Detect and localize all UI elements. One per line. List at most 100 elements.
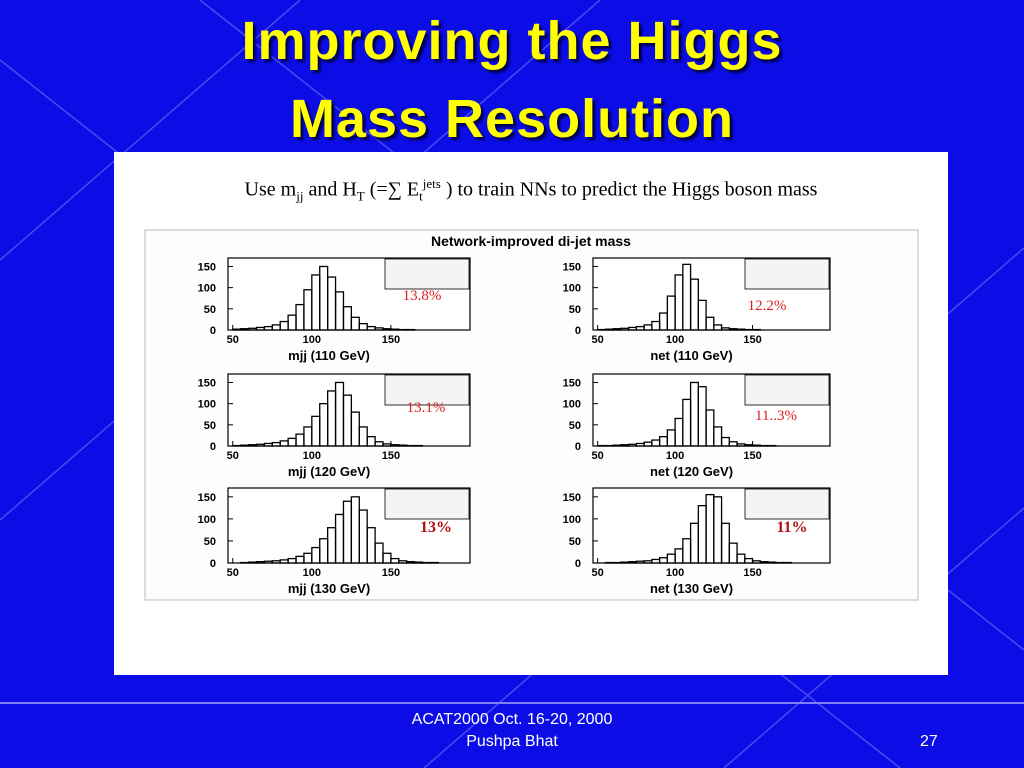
- y-tick-label: 150: [198, 261, 216, 273]
- y-tick-label: 100: [198, 514, 216, 526]
- y-tick-label: 0: [210, 325, 216, 337]
- text: T: [356, 188, 365, 204]
- y-tick-label: 50: [204, 304, 216, 316]
- histogram-bar: [240, 444, 250, 447]
- x-tick-label: 50: [227, 567, 239, 579]
- y-tick-label: 100: [198, 283, 216, 295]
- y-tick-label: 150: [563, 261, 581, 273]
- x-tick-label: 150: [382, 334, 400, 346]
- histogram-bar: [705, 316, 715, 331]
- y-tick-label: 50: [204, 420, 216, 432]
- annotation: 13%: [420, 519, 452, 536]
- histogram-bar: [713, 426, 723, 447]
- y-tick-label: 0: [575, 325, 581, 337]
- x-tick-label: 50: [592, 334, 604, 346]
- x-tick-label: 150: [382, 567, 400, 579]
- histogram-bar: [728, 328, 738, 331]
- histogram-bar: [612, 328, 622, 331]
- page-number: 27: [920, 733, 938, 750]
- x-tick-label: 150: [382, 450, 400, 462]
- stats-box: [744, 488, 830, 520]
- x-tick-label: 50: [592, 450, 604, 462]
- annotation: 13.8%: [403, 288, 442, 304]
- histogram-bar: [744, 444, 754, 447]
- x-tick-label: 50: [227, 334, 239, 346]
- y-tick-label: 50: [569, 420, 581, 432]
- stats-box: [384, 374, 470, 406]
- annotation: 12.2%: [748, 298, 787, 314]
- x-tick-label: 100: [303, 334, 321, 346]
- y-tick-label: 100: [563, 283, 581, 295]
- histogram-bar: [398, 444, 408, 447]
- x-axis-label: net (110 GeV): [650, 348, 732, 363]
- x-tick-label: 50: [227, 450, 239, 462]
- y-tick-label: 100: [198, 399, 216, 411]
- footer-event: ACAT2000 Oct. 16-20, 2000: [411, 711, 613, 728]
- x-tick-label: 100: [666, 450, 684, 462]
- subtitle: Use mjj and HT (=∑ Etjets ) to train NNs…: [114, 176, 948, 205]
- x-tick-label: 150: [743, 567, 761, 579]
- annotation: 13.1%: [407, 400, 446, 416]
- stats-box: [384, 488, 470, 520]
- y-tick-label: 150: [563, 492, 581, 504]
- histogram-bar: [728, 542, 738, 564]
- x-tick-label: 100: [303, 567, 321, 579]
- text: and H: [303, 178, 357, 201]
- y-tick-label: 50: [204, 536, 216, 548]
- histogram-bar: [240, 328, 250, 331]
- y-tick-label: 150: [198, 492, 216, 504]
- text: ) to train NNs to predict the Higgs boso…: [440, 178, 818, 201]
- histogram-bar: [697, 299, 707, 331]
- stats-box: [744, 258, 830, 290]
- histogram-bar: [767, 561, 777, 564]
- y-tick-label: 50: [569, 536, 581, 548]
- y-tick-label: 0: [575, 558, 581, 570]
- y-tick-label: 100: [563, 514, 581, 526]
- text: jets: [422, 176, 441, 191]
- x-tick-label: 100: [666, 334, 684, 346]
- annotation: 11%: [776, 519, 807, 536]
- y-tick-label: 0: [210, 558, 216, 570]
- histogram-bar: [232, 328, 242, 331]
- x-tick-label: 150: [743, 334, 761, 346]
- histogram-bar: [612, 444, 622, 447]
- annotation: 11..3%: [755, 408, 797, 424]
- text: Use m: [244, 178, 297, 201]
- x-axis-label: net (120 GeV): [650, 464, 733, 479]
- x-axis-label: mjj (130 GeV): [288, 581, 370, 596]
- plot-frame: [227, 257, 471, 331]
- x-tick-label: 150: [743, 450, 761, 462]
- text: jj: [296, 188, 304, 204]
- slide-title: Mass Resolution: [289, 89, 735, 149]
- x-tick-label: 100: [666, 567, 684, 579]
- histogram-bar: [736, 328, 746, 331]
- x-axis-label: mjj (120 GeV): [288, 464, 370, 479]
- y-tick-label: 0: [575, 441, 581, 453]
- histogram-bar: [413, 561, 424, 564]
- x-axis-label: mjj (110 GeV): [288, 348, 370, 363]
- histogram-bar: [604, 328, 614, 331]
- histogram-bar: [620, 561, 630, 564]
- y-tick-label: 0: [210, 441, 216, 453]
- y-tick-label: 50: [569, 304, 581, 316]
- text: (=∑ E: [364, 178, 420, 201]
- figure-title: Network-improved di-jet mass: [431, 233, 631, 249]
- histogram-bar: [620, 444, 630, 447]
- x-axis-label: net (130 GeV): [650, 581, 733, 596]
- footer-author: Pushpa Bhat: [466, 733, 558, 750]
- histogram-bar: [382, 328, 392, 331]
- y-tick-label: 150: [198, 377, 216, 389]
- histogram-bar: [390, 328, 400, 331]
- slide-title: Improving the Higgs: [241, 11, 783, 71]
- histogram-bar: [751, 444, 761, 447]
- x-tick-label: 100: [303, 450, 321, 462]
- stats-box: [744, 374, 830, 406]
- stats-box: [384, 258, 470, 290]
- y-tick-label: 150: [563, 377, 581, 389]
- y-tick-label: 100: [563, 399, 581, 411]
- histogram-bar: [390, 444, 400, 447]
- histogram-bar: [247, 561, 258, 564]
- x-tick-label: 50: [592, 567, 604, 579]
